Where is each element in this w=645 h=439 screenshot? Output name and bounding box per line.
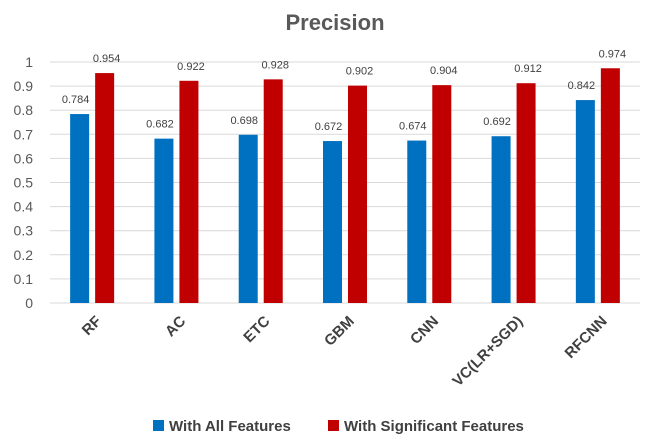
- legend-swatch: [328, 420, 339, 431]
- data-label: 0.672: [315, 121, 343, 133]
- data-labels: 0.784 0.954 0.682 0.922 0.698 0.928 0.672 0.902…: [62, 48, 626, 133]
- x-category-label: RF: [79, 313, 105, 339]
- bar-all-features: [70, 114, 90, 303]
- bar-all-features: [407, 140, 427, 303]
- legend-swatch: [153, 420, 164, 431]
- y-tick-label: 0.7: [14, 126, 34, 142]
- y-tick-label: 0.1: [14, 271, 34, 287]
- x-category-label: ETC: [240, 313, 273, 346]
- y-tick-label: 0.2: [14, 247, 34, 263]
- y-tick-label: 1: [25, 54, 33, 70]
- y-tick-label: 0.5: [14, 175, 34, 191]
- bar-significant-features: [95, 73, 115, 303]
- data-label: 0.842: [568, 80, 596, 92]
- data-label: 0.928: [261, 59, 289, 71]
- data-label: 0.784: [62, 94, 90, 106]
- data-label: 0.974: [599, 48, 627, 60]
- bar-all-features: [238, 134, 258, 303]
- x-category-label: CNN: [407, 313, 442, 348]
- data-label: 0.674: [399, 121, 427, 133]
- data-label: 0.682: [146, 119, 174, 131]
- bar-all-features: [491, 136, 511, 303]
- x-category-label: AC: [162, 313, 189, 340]
- legend-label: With Significant Features: [344, 418, 524, 435]
- bar-significant-features: [179, 80, 199, 303]
- data-label: 0.692: [483, 116, 511, 128]
- bar-all-features: [323, 141, 342, 303]
- legend-label: With All Features: [169, 418, 291, 435]
- data-label: 0.912: [514, 63, 542, 75]
- x-axis-category-labels: RF AC ETC GBM CNN VC(LR+SGD) RFCNN: [79, 313, 611, 390]
- bar-all-features: [154, 138, 174, 303]
- bar-significant-features: [432, 85, 452, 303]
- bar-significant-features: [600, 68, 620, 304]
- bars: [70, 68, 620, 304]
- data-label: 0.698: [230, 115, 258, 127]
- y-axis-tick-labels: 0 0.1 0.2 0.3 0.4 0.5 0.6 0.7 0.8 0.9 1: [14, 54, 34, 311]
- y-tick-label: 0.3: [14, 223, 34, 239]
- y-tick-label: 0.6: [14, 150, 34, 166]
- x-category-label: RFCNN: [562, 313, 611, 362]
- legend: With All Features With Significant Featur…: [153, 418, 524, 435]
- bar-significant-features: [516, 83, 536, 303]
- data-label: 0.922: [177, 61, 205, 73]
- chart-title: Precision: [285, 10, 384, 35]
- data-label: 0.954: [93, 53, 121, 65]
- bar-significant-features: [348, 85, 367, 303]
- grid: [50, 61, 640, 304]
- data-label: 0.904: [430, 65, 458, 77]
- x-category-label: GBM: [321, 313, 358, 350]
- bar-all-features: [575, 100, 595, 303]
- y-tick-label: 0: [25, 295, 33, 311]
- x-category-label: VC(LR+SGD): [449, 313, 526, 390]
- bar-significant-features: [263, 79, 283, 304]
- y-tick-label: 0.9: [14, 78, 34, 94]
- y-tick-label: 0.4: [14, 199, 34, 215]
- data-label: 0.902: [346, 66, 374, 78]
- y-tick-label: 0.8: [14, 102, 34, 118]
